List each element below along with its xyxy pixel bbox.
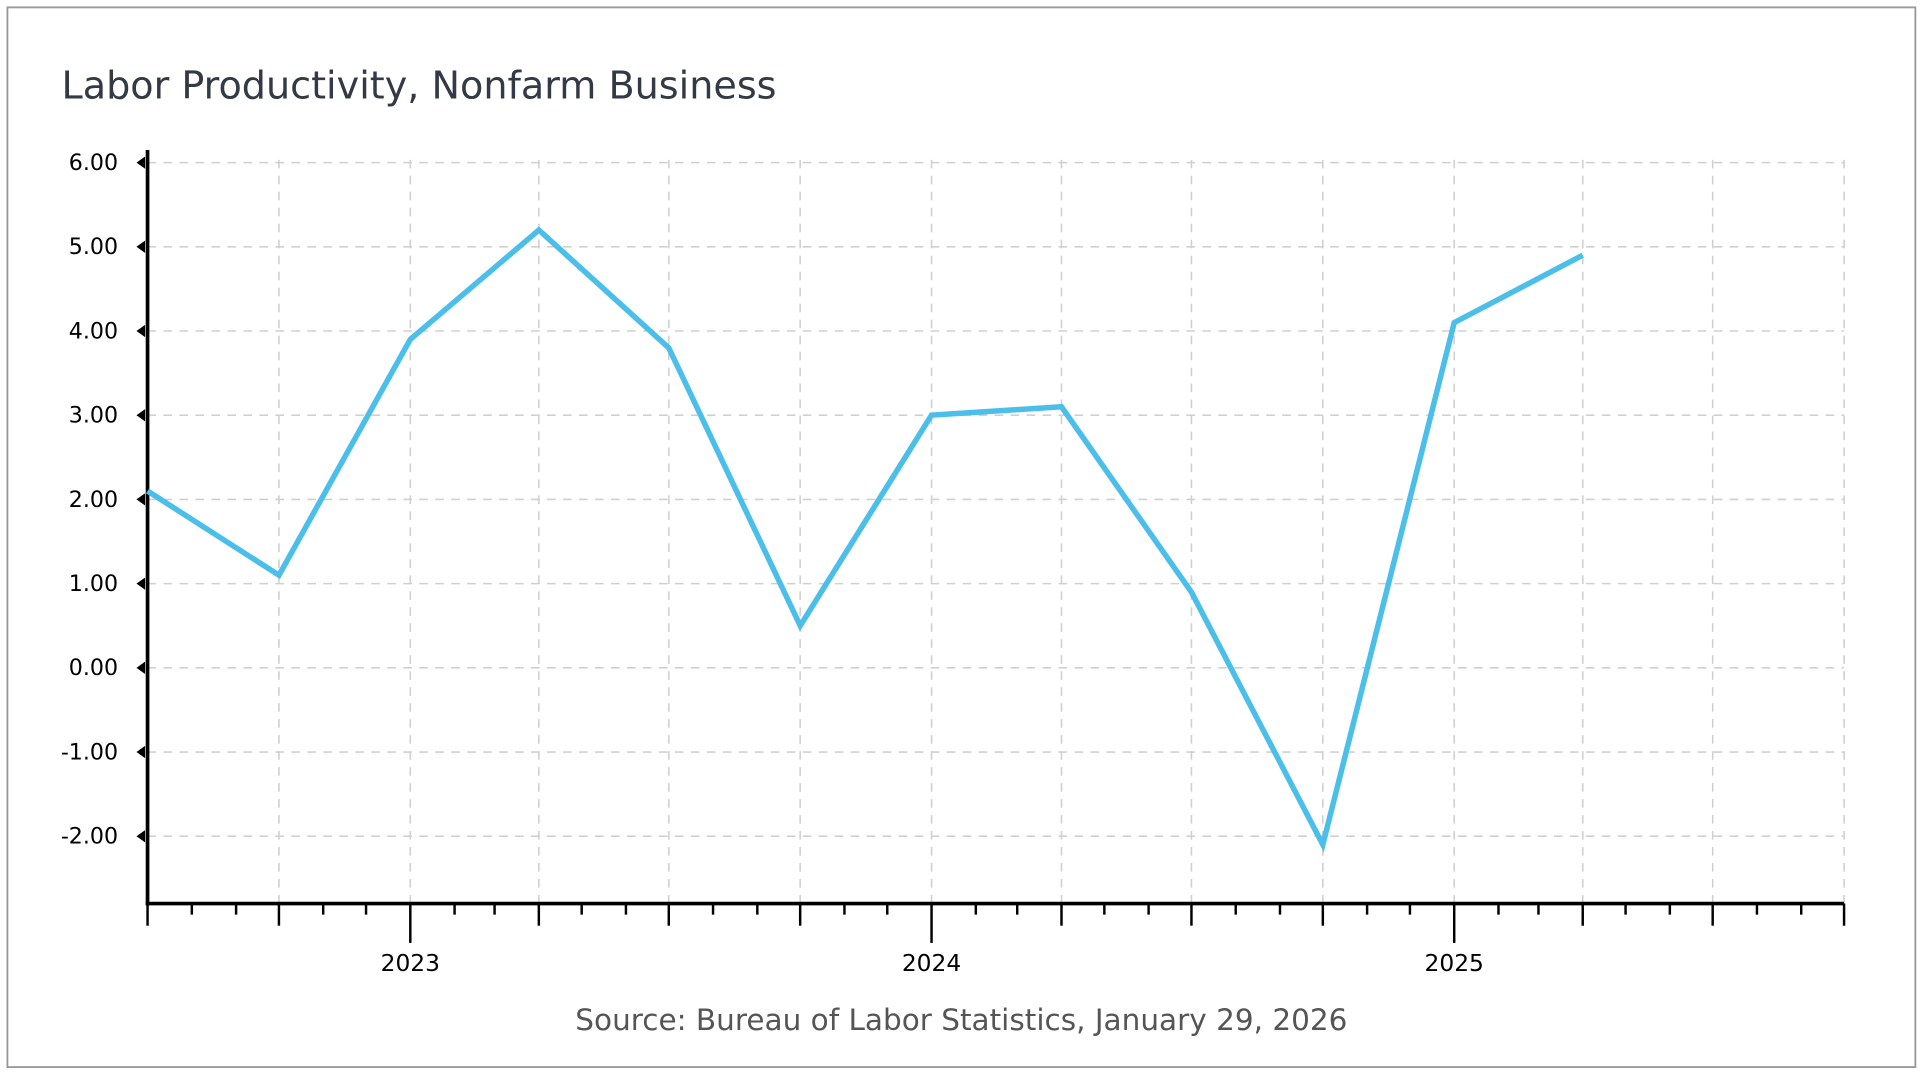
y-tick-label: 1.00 [69,571,118,597]
y-tick-marker [136,493,146,506]
source-note: Source: Bureau of Labor Statistics, Janu… [575,1003,1347,1037]
y-tick-marker [136,745,146,759]
y-tick-label: 2.00 [69,487,118,513]
x-tick-label: 2024 [902,949,961,977]
y-tick-label: 4.00 [69,318,118,344]
y-tick-marker [136,409,146,422]
x-tick-label: 2023 [381,949,440,977]
y-tick-label: 5.00 [69,234,118,260]
series-line [146,226,1584,853]
y-tick-marker [136,577,146,590]
y-tick-marker [136,830,146,843]
y-tick-label: -1.00 [61,739,118,765]
y-tick-marker [136,324,146,338]
series [146,226,1584,853]
y-tick-marker [136,156,146,169]
y-tick-label: 6.00 [69,150,118,176]
chart-title: Labor Productivity, Nonfarm Business [61,63,776,107]
y-tick-marker [136,240,146,253]
y-tick-label: 3.00 [69,403,118,429]
y-tick-label: 0.00 [69,655,118,681]
y-tick-marker [136,661,146,674]
y-tick-label: -2.00 [61,824,118,850]
chart-border [6,6,1917,1069]
x-tick-label: 2025 [1424,949,1483,977]
axes: 6.00 5.00 4.00 3.00 2.00 1.00 0.00 -1.00 -2.00 20… [61,149,1846,977]
